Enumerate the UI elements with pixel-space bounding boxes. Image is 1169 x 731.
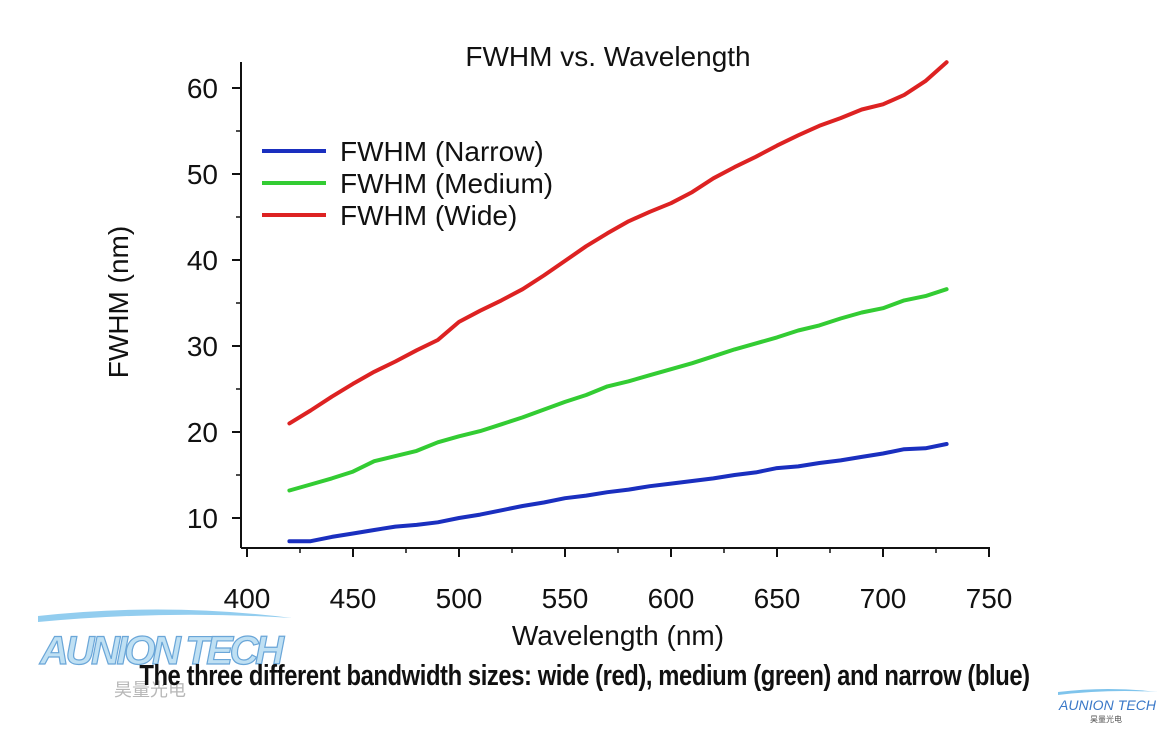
y-tick-label: 20 (187, 417, 218, 448)
y-tick-label: 10 (187, 503, 218, 534)
chart-legend: FWHM (Narrow)FWHM (Medium)FWHM (Wide) (262, 136, 553, 231)
x-tick-label: 500 (436, 583, 483, 614)
brand-logo-small: AUNION TECH 昊量光电 (1058, 689, 1158, 724)
series-line-fwhm-narrow (287, 442, 949, 544)
legend-label: FWHM (Narrow) (340, 136, 544, 167)
x-tick-label: 650 (754, 583, 801, 614)
y-tick-label: 40 (187, 245, 218, 276)
logo-subtitle-text: 昊量光电 (114, 680, 186, 701)
y-tick-label: 60 (187, 73, 218, 104)
logo-small-swoosh (1058, 689, 1158, 695)
chart-title: FWHM vs. Wavelength (465, 41, 750, 72)
fwhm-chart: FWHM vs. Wavelength 10 20 30 40 50 60 400 450 50… (103, 41, 1013, 651)
y-tick-label: 30 (187, 331, 218, 362)
x-tick-label: 450 (330, 583, 377, 614)
logo-brand-text: AUNION TECH (39, 629, 285, 673)
logo-small-brand-text: AUNION TECH (1058, 697, 1157, 713)
x-tick-label: 750 (966, 583, 1013, 614)
chart-axes: 10 20 30 40 50 60 400 450 500 550 600 650 700 750 (187, 62, 1013, 614)
figure-caption: The three different bandwidth sizes: wid… (139, 660, 1030, 692)
x-tick-label: 400 (224, 583, 271, 614)
series-line-fwhm-wide (287, 60, 949, 426)
logo-small-subtitle-text: 昊量光电 (1090, 714, 1122, 724)
legend-label: FWHM (Medium) (340, 168, 553, 199)
x-axis-label: Wavelength (nm) (512, 620, 724, 651)
x-tick-label: 700 (860, 583, 907, 614)
brand-logo: AUNION TECH 昊量光电 (38, 609, 292, 701)
logo-swoosh (38, 609, 292, 622)
series-line-fwhm-medium (287, 287, 949, 493)
legend-label: FWHM (Wide) (340, 200, 517, 231)
x-tick-label: 550 (542, 583, 589, 614)
chart-series-lines (287, 60, 949, 544)
y-axis-label: FWHM (nm) (103, 226, 134, 378)
y-tick-label: 50 (187, 159, 218, 190)
x-tick-label: 600 (648, 583, 695, 614)
